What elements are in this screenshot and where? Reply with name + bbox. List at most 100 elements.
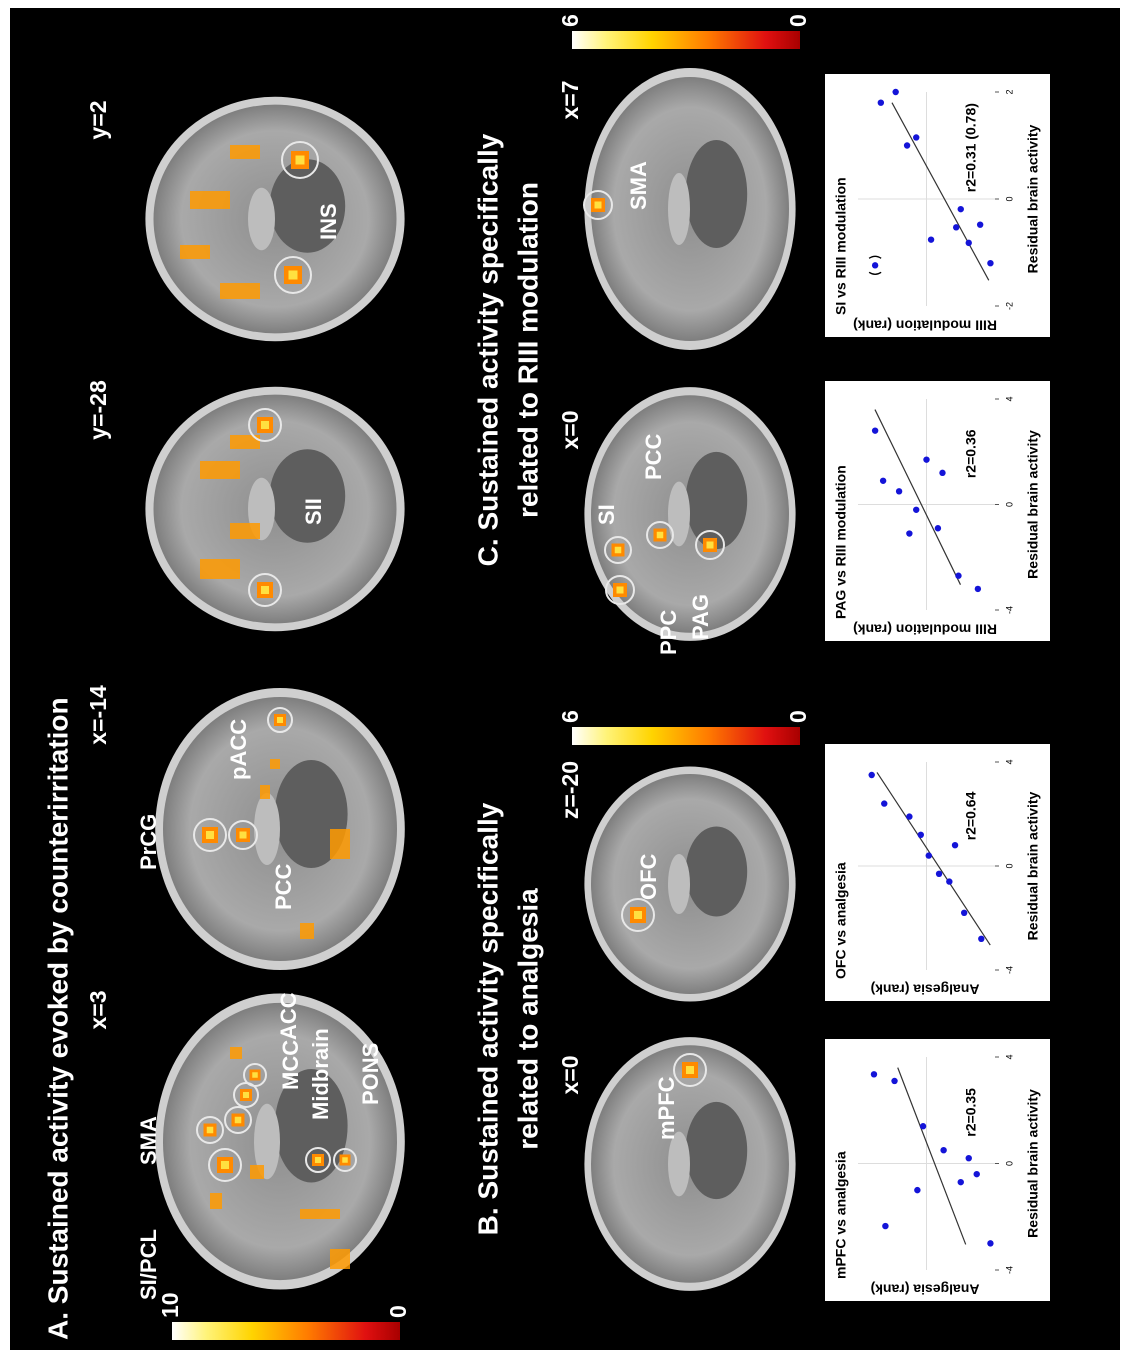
plot-title: mPFC vs analgesia bbox=[833, 1151, 849, 1279]
activation bbox=[230, 523, 260, 539]
activation bbox=[288, 270, 298, 280]
x-tick-label: 0 bbox=[1004, 863, 1014, 868]
x-tick-label: -4 bbox=[1004, 1266, 1014, 1274]
data-point bbox=[906, 813, 913, 820]
data-point bbox=[960, 909, 968, 916]
region-label: OFC bbox=[636, 853, 661, 900]
region-circle bbox=[248, 573, 282, 607]
data-point bbox=[903, 142, 911, 149]
region-circle bbox=[281, 141, 319, 179]
activation bbox=[300, 923, 314, 939]
data-point bbox=[965, 239, 972, 247]
annotation: r2=0.64 bbox=[963, 791, 979, 840]
colorbar-label: 0 bbox=[785, 14, 811, 27]
data-point bbox=[939, 469, 946, 477]
data-point bbox=[935, 870, 943, 877]
region-label: ACC bbox=[276, 992, 301, 1040]
x-axis-label: Residual brain activity bbox=[1025, 1089, 1041, 1238]
x-tick-label: 4 bbox=[1004, 396, 1014, 401]
data-point bbox=[951, 842, 959, 849]
data-point bbox=[987, 259, 994, 267]
fit-line bbox=[874, 409, 962, 585]
region-circle bbox=[604, 536, 632, 564]
data-point bbox=[955, 572, 962, 579]
brain-structure bbox=[254, 793, 280, 865]
brain-structure bbox=[685, 1101, 748, 1200]
x-tick-label: 0 bbox=[1004, 502, 1014, 507]
region-label: SI bbox=[594, 504, 619, 525]
y-axis-label: RIII modulation (rank) bbox=[853, 621, 997, 637]
data-point bbox=[925, 852, 932, 859]
data-point bbox=[882, 1222, 889, 1230]
region-circle bbox=[305, 1147, 331, 1173]
region-circle bbox=[333, 1148, 357, 1172]
data-point bbox=[892, 88, 899, 96]
fit-line bbox=[891, 102, 990, 281]
activation bbox=[221, 1161, 229, 1169]
slice-label: x=0 bbox=[557, 410, 583, 449]
region-label: Midbrain bbox=[308, 1028, 333, 1120]
data-point bbox=[919, 1123, 927, 1130]
activation bbox=[252, 1072, 258, 1078]
region-circle bbox=[673, 1053, 707, 1087]
panel-b-title: B. Sustained activity specifically bbox=[472, 802, 503, 1235]
activation bbox=[180, 245, 210, 259]
region-label: PAG bbox=[688, 594, 713, 640]
data-point bbox=[923, 456, 930, 463]
region-circle bbox=[243, 1063, 267, 1087]
region-circle bbox=[646, 521, 674, 549]
activation bbox=[239, 831, 247, 839]
brain-structure bbox=[668, 481, 690, 547]
region-label: SII bbox=[301, 498, 326, 525]
colorbar bbox=[572, 31, 800, 49]
slice-label: x=0 bbox=[557, 1055, 583, 1094]
annotation: r2=0.36 bbox=[963, 429, 979, 478]
brain-structure bbox=[269, 159, 346, 253]
region-circle bbox=[196, 1116, 224, 1144]
colorbar bbox=[572, 727, 800, 745]
x-axis-label: Residual brain activity bbox=[1025, 430, 1041, 579]
activation bbox=[261, 586, 269, 594]
brain-structure bbox=[254, 1103, 280, 1180]
activation bbox=[330, 829, 350, 859]
data-point bbox=[976, 221, 984, 228]
slice-label: x=7 bbox=[557, 80, 583, 119]
x-tick-label: -4 bbox=[1004, 606, 1014, 614]
region-label: mPFC bbox=[654, 1076, 679, 1140]
region-circle bbox=[224, 1106, 252, 1134]
activation bbox=[300, 1209, 340, 1219]
x-axis-label: Residual brain activity bbox=[1025, 124, 1041, 273]
activation bbox=[243, 1092, 249, 1098]
activation bbox=[220, 283, 260, 299]
x-tick-label: 4 bbox=[1004, 759, 1014, 764]
colorbar-label: 6 bbox=[557, 14, 583, 27]
region-circle bbox=[228, 820, 258, 850]
panel-b-title: related to analgesia bbox=[512, 888, 543, 1150]
activation bbox=[315, 1157, 321, 1163]
activation bbox=[200, 559, 240, 579]
fit-line bbox=[897, 1067, 967, 1245]
plot-title: SI vs RIII modulation bbox=[833, 177, 849, 315]
data-point bbox=[978, 935, 985, 942]
data-point bbox=[934, 525, 942, 532]
region-circle bbox=[208, 1148, 242, 1182]
annotation: r2=0.31 (0.78) bbox=[963, 103, 979, 192]
region-circle bbox=[605, 575, 635, 605]
brain-structure bbox=[668, 854, 690, 914]
colorbar-label: 6 bbox=[557, 710, 583, 723]
activation bbox=[230, 1047, 242, 1059]
activation bbox=[234, 1116, 242, 1124]
x-tick-label: -2 bbox=[1004, 302, 1014, 310]
activation bbox=[594, 201, 602, 209]
region-circle bbox=[267, 707, 293, 733]
region-circle bbox=[193, 818, 227, 852]
activation bbox=[261, 421, 269, 429]
data-point bbox=[879, 477, 887, 484]
data-point bbox=[917, 831, 924, 838]
brain-structure bbox=[274, 760, 348, 868]
data-point bbox=[952, 224, 960, 231]
data-point bbox=[881, 800, 888, 807]
panel-c-title: C. Sustained activity specifically bbox=[472, 133, 503, 566]
data-point bbox=[891, 1077, 898, 1085]
region-circle bbox=[621, 898, 655, 932]
